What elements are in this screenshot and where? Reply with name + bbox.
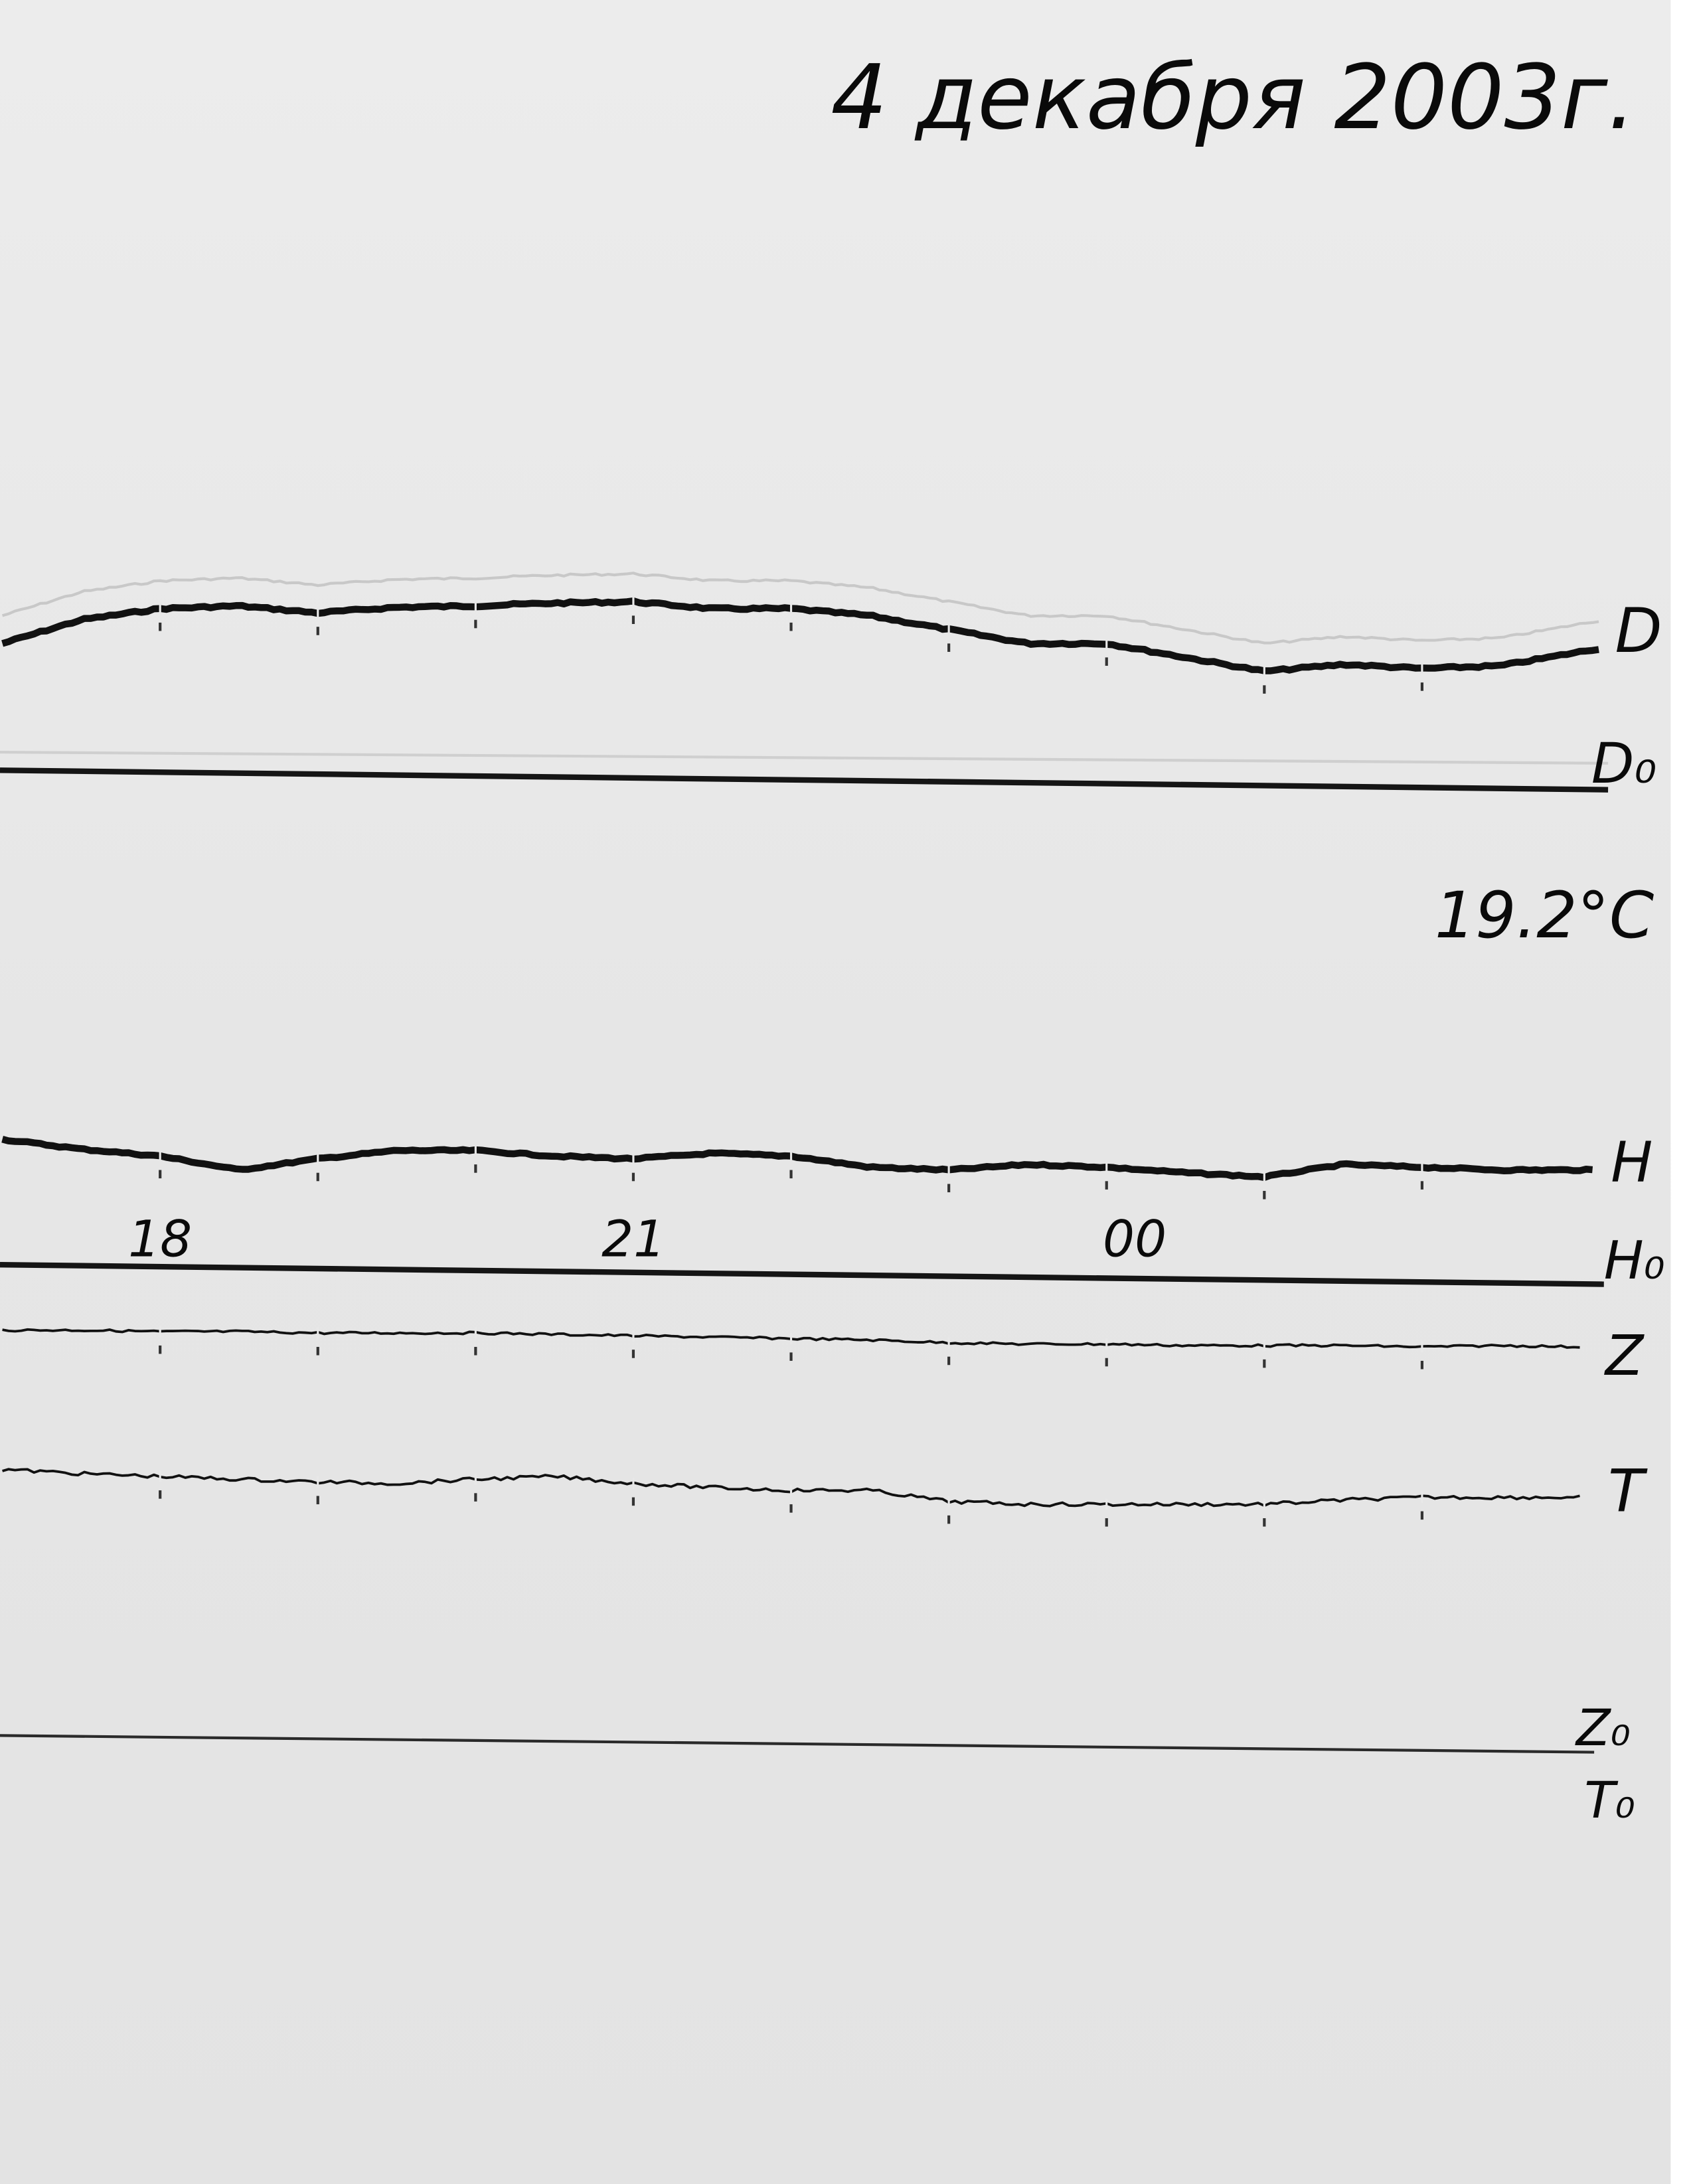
baseline-z0-t0 [0,1734,1595,1754]
trace-d-shadow [1,572,1599,645]
trace-d [1,597,1599,674]
date-title: 4 декабря 2003г. [831,45,1636,149]
trace-h [1,1136,1593,1182]
label-d: D [1615,595,1662,666]
label-h: H [1611,1129,1653,1194]
x-tick-label-00: 00 [1103,1210,1167,1269]
label-t0: T₀ [1584,1771,1635,1830]
label-d0: D₀ [1591,731,1656,796]
paper-edge-margin [1670,0,1693,2184]
baseline-d0-faint [0,750,1609,765]
label-z0: Z₀ [1575,1699,1631,1757]
baseline-group [0,750,1609,1754]
label-t: T [1608,1457,1648,1525]
trace-group [1,572,1599,1527]
x-tick-label-18: 18 [128,1210,192,1269]
temperature-note: 19.2°C [1435,878,1654,953]
label-z: Z [1604,1323,1645,1388]
baseline-d0 [0,767,1609,793]
x-tick-label-21: 21 [602,1210,665,1269]
label-h0: H₀ [1604,1229,1665,1291]
baseline-h0 [0,1261,1604,1287]
